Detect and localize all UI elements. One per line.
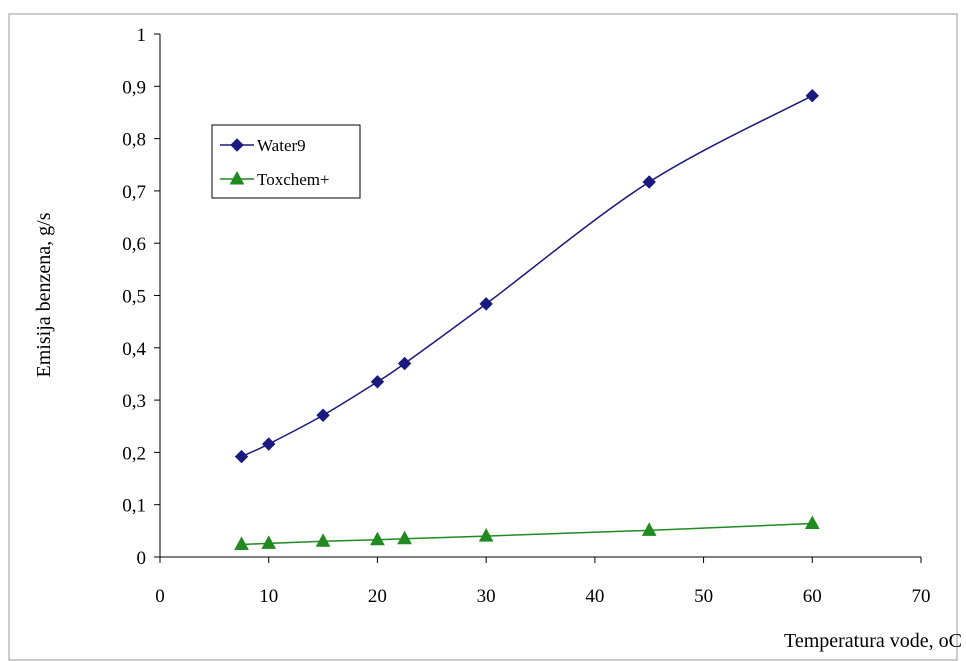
data-point-water9	[397, 356, 412, 371]
y-tick-label: 0,2	[122, 443, 146, 464]
data-point-toxchem	[370, 531, 385, 546]
series-toxchem	[234, 515, 820, 550]
x-axis-title: Temperatura vode, oC	[784, 630, 962, 652]
x-tick-label: 70	[912, 586, 931, 607]
y-tick-label: 1	[137, 25, 147, 46]
y-tick-label: 0	[137, 548, 147, 569]
x-tick-label: 10	[259, 586, 278, 607]
data-point-toxchem	[315, 533, 331, 547]
y-tick-label: 0,6	[122, 234, 146, 255]
legend-label: Water9	[257, 136, 306, 155]
x-tick-label: 30	[477, 586, 496, 607]
data-point-toxchem	[261, 535, 277, 549]
legend-label: Toxchem+	[257, 170, 330, 189]
y-axis-title: Emisija benzena, g/s	[33, 212, 55, 377]
data-point-water9	[642, 175, 656, 189]
y-tick-label: 0,1	[122, 496, 146, 517]
y-tick-label: 0,4	[122, 339, 146, 360]
series-group	[234, 89, 820, 550]
legend: Water9 Toxchem+	[211, 124, 361, 199]
data-point-toxchem	[234, 536, 249, 550]
data-point-water9	[805, 89, 819, 103]
data-point-toxchem	[804, 515, 820, 530]
x-tick-label: 50	[694, 586, 713, 607]
series-water9	[234, 89, 819, 464]
data-point-toxchem	[641, 522, 657, 536]
x-tick-label: 60	[803, 586, 822, 607]
data-point-toxchem	[478, 528, 494, 542]
x-tick-label: 0	[155, 586, 165, 607]
series-line-water9	[241, 95, 813, 458]
chart-frame	[8, 13, 958, 661]
data-point-water9	[370, 375, 385, 389]
y-tick-label: 0,3	[122, 391, 146, 412]
data-point-water9	[479, 297, 493, 311]
series-line-toxchem	[241, 522, 813, 546]
y-tick-label: 0,8	[122, 130, 146, 151]
data-point-water9	[262, 437, 276, 451]
legend-marker	[229, 170, 245, 185]
y-tick-label: 0,7	[122, 182, 146, 203]
legend-item-water9: Water9	[220, 136, 306, 155]
y-tick-label: 0,9	[122, 77, 146, 98]
legend-item-toxchem: Toxchem+	[220, 170, 330, 189]
data-point-toxchem	[397, 530, 412, 545]
axes: 00,10,20,30,40,50,60,70,80,910 10 20 30 40 50…	[122, 25, 930, 607]
legend-marker	[230, 138, 244, 152]
x-tick-label: 20	[368, 586, 387, 607]
data-point-water9	[316, 408, 330, 422]
y-tick-label: 0,5	[122, 287, 146, 308]
data-point-water9	[234, 449, 249, 464]
x-tick-label: 40	[585, 586, 604, 607]
legend-box	[211, 124, 361, 199]
